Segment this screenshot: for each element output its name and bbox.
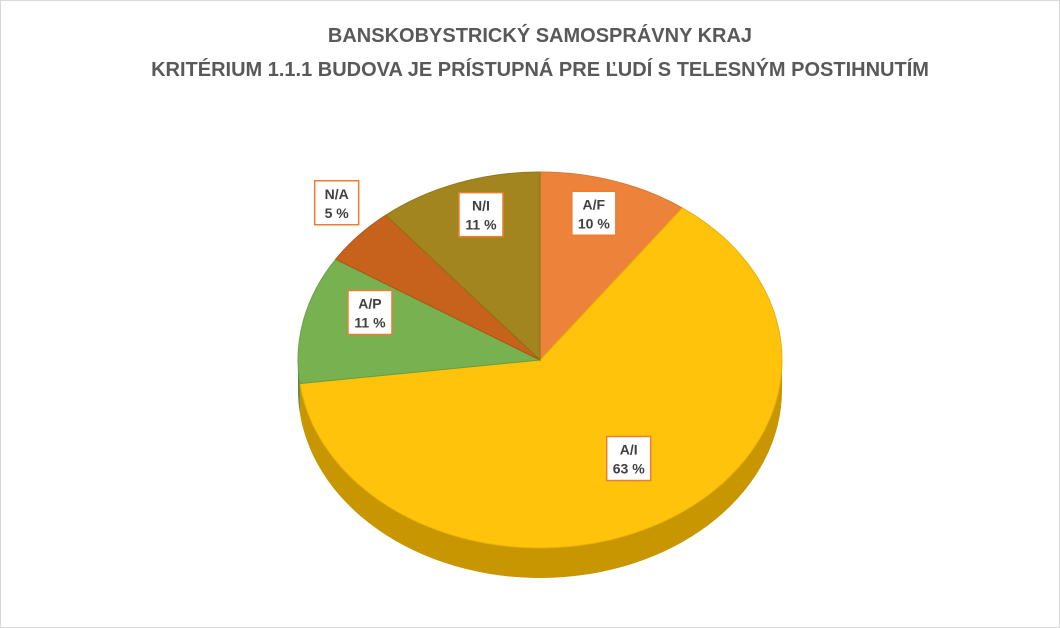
data-label-box <box>458 191 504 238</box>
data-label-category: A/I <box>620 442 638 458</box>
data-label-category: A/P <box>358 295 381 311</box>
data-label-category: A/F <box>583 196 606 212</box>
data-label-box <box>313 180 360 226</box>
data-label: A/P 11 % <box>347 289 393 336</box>
data-label-category: N/A <box>325 186 349 202</box>
data-label-value: 11 % <box>354 314 386 330</box>
data-label-box <box>571 190 617 237</box>
data-label-value: 10 % <box>578 215 610 231</box>
data-label-value: 63 % <box>613 461 645 477</box>
chart-title: BANSKOBYSTRICKÝ SAMOSPRÁVNY KRAJ <box>328 23 752 47</box>
data-label: N/I 11 % <box>458 191 504 238</box>
data-label: N/A 5 % <box>313 180 360 226</box>
data-label-box <box>347 289 393 336</box>
data-label: A/F 10 % <box>571 190 617 237</box>
data-label-category: N/I <box>472 198 490 214</box>
data-label: A/I 63 % <box>605 435 652 482</box>
chart-title: KRITÉRIUM 1.1.1 BUDOVA JE PRÍSTUPNÁ PRE … <box>151 57 929 81</box>
pie-slice <box>299 207 783 549</box>
data-label-value: 11 % <box>465 217 497 233</box>
data-label-value: 5 % <box>325 205 350 221</box>
data-label-box <box>605 435 652 482</box>
